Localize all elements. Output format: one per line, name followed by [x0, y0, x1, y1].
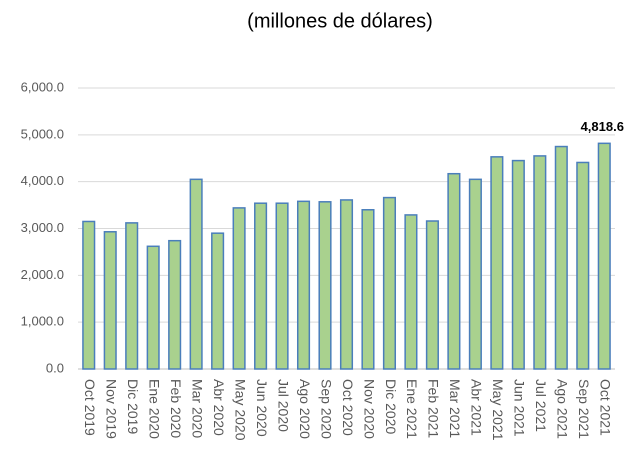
bar [404, 214, 418, 370]
bar [103, 231, 117, 370]
bar [554, 145, 568, 370]
x-tick-label: Oct 2021 [598, 379, 614, 436]
x-tick-label: Feb 2020 [168, 379, 184, 438]
bar [318, 201, 332, 370]
x-tick-label: Ene 2020 [146, 379, 162, 439]
bar [232, 207, 246, 370]
y-tick-label: 1,000.0 [21, 314, 64, 329]
y-tick-label: 5,000.0 [21, 126, 64, 141]
x-tick-label: Oct 2019 [82, 379, 98, 436]
bar [189, 178, 203, 370]
bar [146, 245, 160, 370]
chart-title: (millones de dólares) [247, 10, 433, 32]
bar [511, 159, 525, 370]
bar [339, 199, 354, 370]
bar [82, 220, 96, 370]
bar [296, 200, 311, 370]
x-tick-label: Jun 2021 [512, 379, 528, 437]
x-tick-label: Abr 2021 [469, 379, 485, 436]
bar [382, 196, 397, 370]
bar [468, 178, 482, 370]
x-tick-label: Ene 2021 [404, 379, 420, 439]
bar [597, 142, 611, 370]
bar [447, 172, 461, 370]
y-tick-label: 3,000.0 [21, 220, 64, 235]
x-tick-label: May 2021 [490, 379, 506, 441]
x-tick-label: Nov 2020 [361, 379, 377, 439]
y-tick-label: 6,000.0 [21, 79, 64, 94]
bar [125, 222, 139, 370]
x-tick-label: Dic 2020 [383, 379, 399, 434]
x-tick-label: Sep 2021 [576, 379, 592, 439]
x-tick-label: Ago 2020 [297, 379, 313, 439]
x-tick-label: Jun 2020 [254, 379, 270, 437]
y-tick-label: 4,000.0 [21, 173, 64, 188]
y-tick-label: 0.0 [46, 360, 64, 375]
x-tick-label: Sep 2020 [318, 379, 334, 439]
bar [168, 239, 182, 370]
bar [254, 202, 268, 370]
x-tick-label: Nov 2019 [104, 379, 120, 439]
x-tick-label: Abr 2020 [211, 379, 227, 436]
x-tick-label: Dic 2019 [125, 379, 141, 434]
x-tick-label: Mar 2020 [189, 379, 205, 438]
x-tick-label: Feb 2021 [426, 379, 442, 438]
bar [275, 202, 289, 370]
bar [576, 161, 590, 370]
bar [361, 209, 375, 370]
x-tick-label: Oct 2020 [340, 379, 356, 436]
bar [425, 220, 439, 370]
value-label: 4,818.6 [581, 119, 624, 134]
x-tick-label: May 2020 [232, 379, 248, 441]
x-tick-label: Jul 2020 [275, 379, 291, 432]
y-tick-label: 2,000.0 [21, 267, 64, 282]
bar [211, 232, 225, 370]
x-tick-label: Ago 2021 [555, 379, 571, 439]
bar [533, 155, 547, 370]
x-tick-label: Jul 2021 [533, 379, 549, 432]
bar [490, 156, 504, 370]
x-tick-label: Mar 2021 [447, 379, 463, 438]
